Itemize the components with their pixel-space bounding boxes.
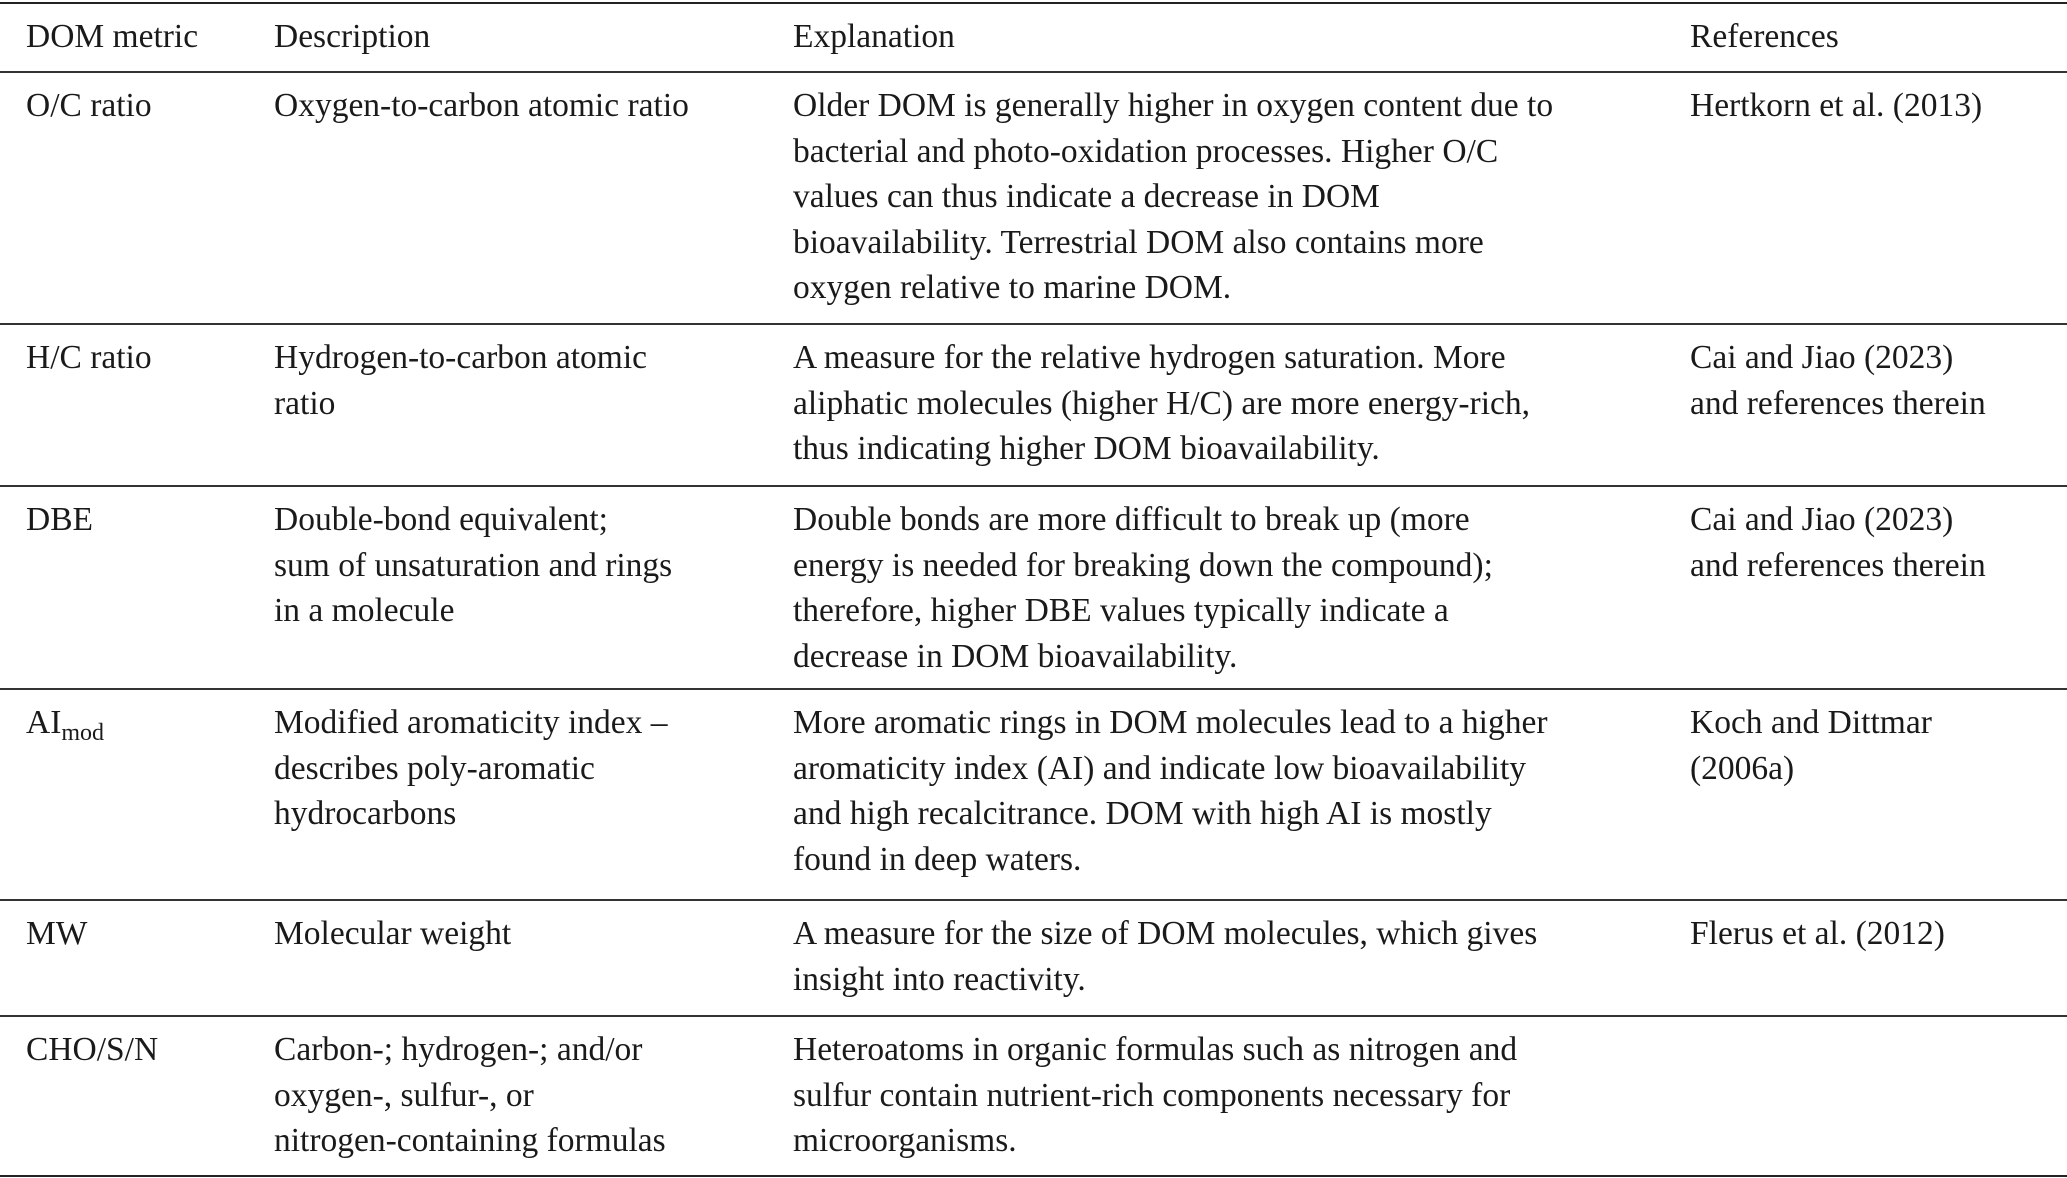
references-line: Cai and Jiao (2023) xyxy=(1690,501,1954,538)
metric-name: AI xyxy=(26,704,62,741)
table-row: H/C ratio Hydrogen-to-carbon atomic ratio A… xyxy=(0,325,2067,487)
references-line: Koch and Dittmar xyxy=(1690,704,1932,741)
explanation-line: therefore, higher DBE values typically i… xyxy=(793,592,1449,629)
metric-cell: DBE xyxy=(26,497,93,543)
metric-cell: CHO/S/N xyxy=(26,1027,158,1073)
explanation-line: bioavailability. Terrestrial DOM also co… xyxy=(793,223,1484,261)
metric-name: O/C ratio xyxy=(26,87,152,124)
explanation-cell: A measure for the size of DOM molecules,… xyxy=(793,911,1537,1002)
references-cell: Koch and Dittmar (2006a) xyxy=(1690,700,1932,791)
description-line: Molecular weight xyxy=(274,915,512,952)
metric-cell: H/C ratio xyxy=(26,335,152,381)
explanation-line: bacterial and photo-oxidation processes.… xyxy=(793,132,1499,170)
references-line: and references therein xyxy=(1690,546,1986,584)
table-row: AImod Modified aromaticity index – describ… xyxy=(0,690,2067,901)
description-cell: Modified aromaticity index – describes po… xyxy=(274,700,668,837)
description-line: Oxygen-to-carbon atomic ratio xyxy=(274,87,689,124)
explanation-line: Double bonds are more difficult to break… xyxy=(793,501,1470,538)
explanation-line: found in deep waters. xyxy=(793,840,1082,878)
header-description: Description xyxy=(274,18,431,55)
description-cell: Carbon-; hydrogen-; and/or oxygen-, sulfu… xyxy=(274,1027,666,1164)
description-cell: Hydrogen-to-carbon atomic ratio xyxy=(274,335,647,426)
references-line: (2006a) xyxy=(1690,749,1795,787)
explanation-line: sulfur contain nutrient-rich components … xyxy=(793,1076,1511,1114)
explanation-line: More aromatic rings in DOM molecules lea… xyxy=(793,704,1548,741)
metric-name: DBE xyxy=(26,501,93,538)
description-line: Modified aromaticity index – xyxy=(274,704,668,741)
explanation-line: aliphatic molecules (higher H/C) are mor… xyxy=(793,384,1531,422)
references-line: Hertkorn et al. (2013) xyxy=(1690,87,1983,124)
metric-name: MW xyxy=(26,915,88,952)
explanation-line: Heteroatoms in organic formulas such as … xyxy=(793,1031,1518,1068)
explanation-line: A measure for the size of DOM molecules,… xyxy=(793,915,1538,952)
references-cell: Flerus et al. (2012) xyxy=(1690,911,1945,957)
metric-cell: AImod xyxy=(26,700,104,746)
references-line: Flerus et al. (2012) xyxy=(1690,915,1945,952)
metric-cell: MW xyxy=(26,911,87,957)
description-line: Hydrogen-to-carbon atomic xyxy=(274,339,648,376)
description-line: ratio xyxy=(274,384,336,422)
table-header-row: DOM metric Description Explanation Refer… xyxy=(0,4,2067,73)
header-metric: DOM metric xyxy=(26,18,199,55)
explanation-line: oxygen relative to marine DOM. xyxy=(793,269,1232,306)
header-references: References xyxy=(1690,18,1839,55)
description-cell: Double-bond equivalent; sum of unsaturati… xyxy=(274,497,672,634)
description-line: nitrogen-containing formulas xyxy=(274,1122,666,1159)
description-line: Carbon-; hydrogen-; and/or xyxy=(274,1031,643,1068)
references-line: Cai and Jiao (2023) xyxy=(1690,339,1954,376)
metric-name: CHO/S/N xyxy=(26,1031,159,1068)
references-cell: Cai and Jiao (2023) and references therei… xyxy=(1690,497,1986,588)
table-row: CHO/S/N Carbon-; hydrogen-; and/or oxygen-… xyxy=(0,1017,2067,1175)
description-line: Double-bond equivalent; xyxy=(274,501,608,538)
explanation-line: decrease in DOM bioavailability. xyxy=(793,637,1238,675)
description-line: oxygen-, sulfur-, or xyxy=(274,1076,534,1114)
explanation-line: and high recalcitrance. DOM with high AI… xyxy=(793,795,1492,832)
metric-subscript: mod xyxy=(61,720,105,746)
explanation-cell: More aromatic rings in DOM molecules lea… xyxy=(793,700,1547,882)
references-line: and references therein xyxy=(1690,384,1986,422)
description-cell: Oxygen-to-carbon atomic ratio xyxy=(274,83,689,129)
explanation-cell: Older DOM is generally higher in oxygen … xyxy=(793,83,1553,311)
header-explanation: Explanation xyxy=(793,18,955,55)
description-line: sum of unsaturation and rings xyxy=(274,546,673,584)
metric-cell: O/C ratio xyxy=(26,83,152,129)
explanation-line: A measure for the relative hydrogen satu… xyxy=(793,339,1506,376)
explanation-cell: A measure for the relative hydrogen satu… xyxy=(793,335,1530,472)
explanation-line: insight into reactivity. xyxy=(793,960,1086,998)
table-row: MW Molecular weight A measure for the size… xyxy=(0,901,2067,1017)
explanation-cell: Heteroatoms in organic formulas such as … xyxy=(793,1027,1517,1164)
explanation-line: values can thus indicate a decrease in D… xyxy=(793,178,1380,215)
explanation-line: microorganisms. xyxy=(793,1122,1017,1159)
description-line: describes poly-aromatic xyxy=(274,749,595,787)
description-cell: Molecular weight xyxy=(274,911,511,957)
table-row: DBE Double-bond equivalent; sum of unsatur… xyxy=(0,487,2067,690)
explanation-line: thus indicating higher DOM bioavailabili… xyxy=(793,430,1380,467)
description-line: hydrocarbons xyxy=(274,795,457,832)
metric-name: H/C ratio xyxy=(26,339,152,376)
explanation-line: aromaticity index (AI) and indicate low … xyxy=(793,749,1527,787)
explanation-cell: Double bonds are more difficult to break… xyxy=(793,497,1493,679)
explanation-line: energy is needed for breaking down the c… xyxy=(793,546,1493,584)
explanation-line: Older DOM is generally higher in oxygen … xyxy=(793,87,1554,124)
references-cell: Cai and Jiao (2023) and references therei… xyxy=(1690,335,1986,426)
table-row: O/C ratio Oxygen-to-carbon atomic ratio Ol… xyxy=(0,73,2067,325)
description-line: in a molecule xyxy=(274,592,455,629)
references-cell: Hertkorn et al. (2013) xyxy=(1690,83,1982,129)
